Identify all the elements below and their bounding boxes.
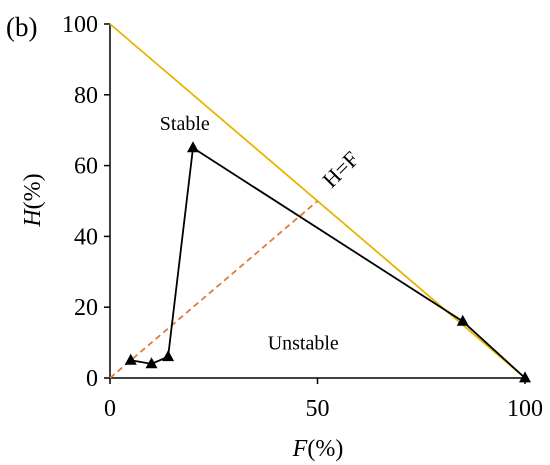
y-ticks: 0 20 40 60 80 100: [62, 12, 110, 392]
y-tick-label: 40: [74, 224, 98, 250]
x-tick-label: 0: [104, 396, 116, 422]
data-point-marker: [162, 350, 175, 362]
x-axis-label-var: F: [292, 436, 308, 462]
annotation-stable: Stable: [160, 113, 210, 135]
panel-label: (b): [6, 12, 37, 42]
x-tick-label: 100: [507, 396, 543, 422]
x-tick-label: 50: [306, 396, 330, 422]
y-axis-label: H(%): [20, 173, 46, 227]
y-axis-label-unit: (%): [20, 173, 46, 209]
reference-line-h-equals-f: [109, 200, 319, 379]
annotation-unstable: Unstable: [268, 333, 339, 355]
data-point-marker: [187, 141, 199, 153]
y-tick-label: 80: [74, 83, 98, 109]
series-line: [130, 146, 526, 379]
data-point-marker: [145, 357, 158, 369]
y-tick-label: 100: [62, 12, 98, 38]
x-ticks: 0 50 100: [104, 378, 543, 422]
y-tick-label: 0: [86, 366, 98, 392]
y-tick-label: 60: [74, 154, 98, 180]
plot-area: 0 50 100 0 20 40 60 80 100 H=F Stable Unstable: [62, 12, 543, 422]
x-axis-label-unit: (%): [307, 436, 343, 462]
y-tick-label: 20: [74, 295, 98, 321]
reference-line-label: H=F: [317, 146, 363, 192]
data-point-marker: [519, 371, 531, 383]
y-axis-label-var: H: [20, 208, 46, 228]
x-axis-label: F(%): [292, 436, 344, 462]
data-point-marker: [456, 314, 469, 326]
data-point-marker: [124, 353, 137, 365]
data-series: [124, 141, 531, 383]
